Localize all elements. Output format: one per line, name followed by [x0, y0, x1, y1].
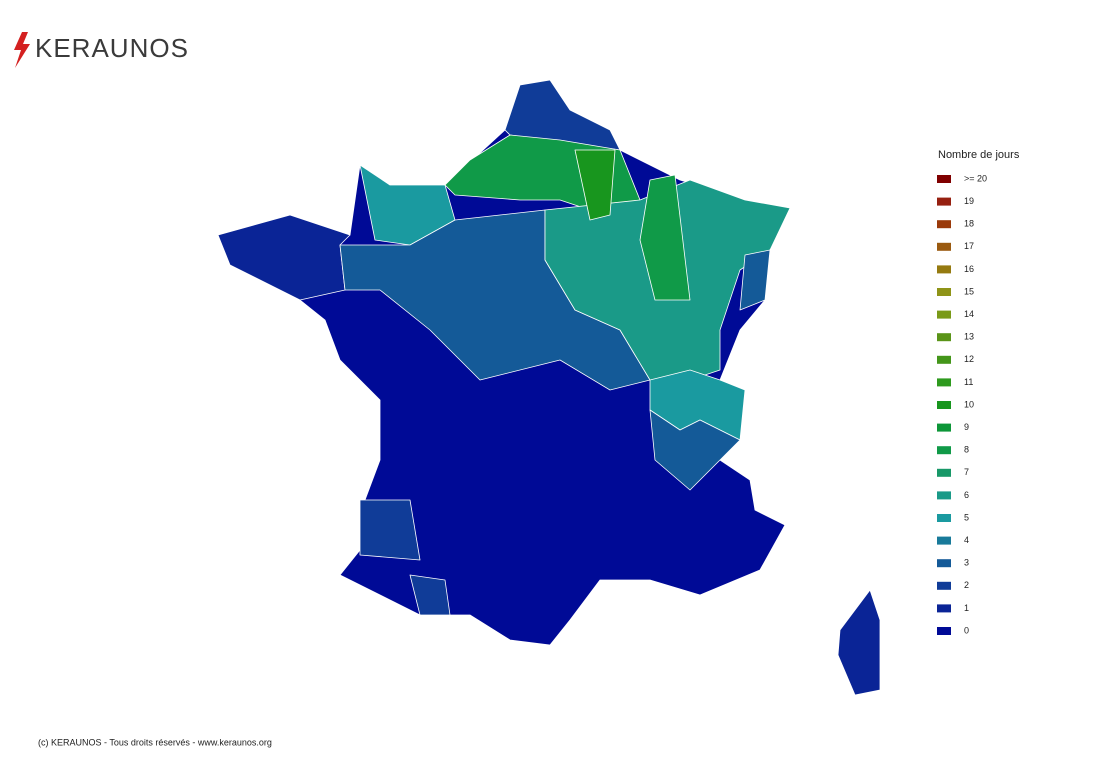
- logo-text: KERAUNOS: [35, 33, 189, 63]
- legend-swatch: [937, 514, 951, 522]
- legend-label: 3: [964, 558, 969, 568]
- legend-label: 15: [964, 286, 974, 296]
- legend-label: 17: [964, 241, 974, 251]
- legend-swatch: [937, 581, 951, 590]
- region-marne: [574, 149, 616, 221]
- legend-label: 7: [964, 467, 969, 477]
- region-pyrenees: [409, 574, 451, 616]
- logo-icon: [14, 32, 30, 68]
- legend-swatch: [937, 220, 951, 229]
- map: [217, 79, 881, 696]
- legend-label: 12: [964, 354, 974, 364]
- legend-label: 1: [964, 603, 969, 613]
- region-rhone: [649, 409, 741, 491]
- legend-label: 0: [964, 625, 969, 635]
- legend-swatch: [937, 175, 951, 183]
- legend: Nombre de jours >= 201918171615141312111…: [937, 149, 1020, 635]
- region-landes: [359, 499, 421, 561]
- legend-label: 10: [964, 399, 974, 409]
- legend-label: >= 20: [964, 173, 987, 183]
- region-brittany: [217, 214, 351, 301]
- region-alsace: [739, 249, 771, 311]
- legend-label: 8: [964, 445, 969, 455]
- legend-swatch: [937, 355, 951, 364]
- legend-label: 6: [964, 490, 969, 500]
- legend-swatch: [937, 604, 951, 613]
- region-haute-marne: [639, 174, 691, 301]
- legend-swatch: [937, 559, 951, 568]
- logo: KERAUNOS: [14, 32, 189, 68]
- legend-swatch: [937, 401, 951, 409]
- legend-swatch: [937, 446, 951, 455]
- legend-label: 14: [964, 309, 974, 319]
- legend-label: 13: [964, 332, 974, 342]
- legend-swatch: [937, 491, 951, 500]
- legend-label: 16: [964, 264, 974, 274]
- legend-swatch: [937, 265, 951, 274]
- legend-label: 9: [964, 422, 969, 432]
- legend-label: 5: [964, 512, 969, 522]
- legend-label: 4: [964, 535, 969, 545]
- legend-swatch: [937, 468, 951, 477]
- legend-label: 2: [964, 580, 969, 590]
- legend-label: 11: [964, 377, 973, 387]
- legend-label: 19: [964, 196, 974, 206]
- legend-swatch: [937, 627, 951, 635]
- legend-swatch: [937, 242, 951, 251]
- legend-swatch: [937, 536, 951, 545]
- legend-title: Nombre de jours: [938, 149, 1020, 161]
- legend-swatch: [937, 333, 951, 342]
- legend-label: 18: [964, 219, 974, 229]
- legend-swatch: [937, 288, 951, 296]
- legend-swatch: [937, 378, 951, 387]
- region-corsica: [837, 589, 881, 696]
- legend-swatch: [937, 423, 951, 432]
- legend-swatch: [937, 197, 951, 206]
- legend-swatch: [937, 310, 951, 319]
- footer-text: (c) KERAUNOS - Tous droits réservés - ww…: [38, 737, 272, 747]
